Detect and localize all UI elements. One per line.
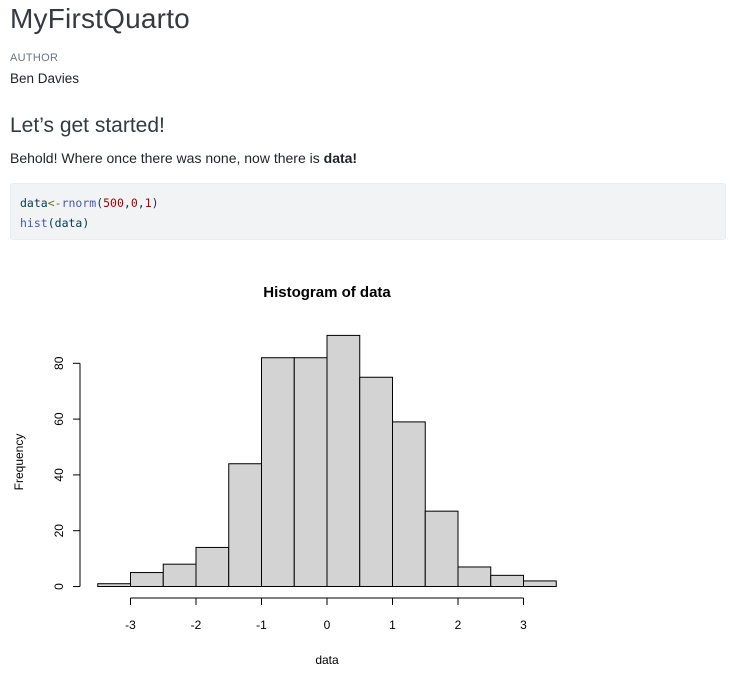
chart-title: Histogram of data xyxy=(263,284,391,301)
x-tick-label: 2 xyxy=(455,618,462,632)
code-comma: , xyxy=(123,196,131,210)
code-paren-open: ( xyxy=(96,196,104,210)
histogram-bars xyxy=(97,334,557,588)
x-tick-label: -2 xyxy=(191,618,202,632)
code-arg-mean: 0 xyxy=(130,196,138,210)
histogram-bar xyxy=(326,334,361,588)
code-arg-data: data xyxy=(54,216,83,230)
histogram-bar xyxy=(97,583,131,587)
histogram-bar xyxy=(130,572,164,587)
histogram-bar xyxy=(392,421,426,587)
intro-text: Behold! Where once there was none, now t… xyxy=(10,150,324,166)
code-arg-sd: 1 xyxy=(144,196,152,210)
code-var: data xyxy=(20,196,48,210)
x-axis: -3 -2 -1 0 1 2 3 xyxy=(125,597,527,632)
y-tick-label: 0 xyxy=(52,583,66,590)
intro-paragraph: Behold! Where once there was none, now t… xyxy=(10,150,357,166)
code-assign: <- xyxy=(47,196,62,210)
code-paren-open: ( xyxy=(47,216,55,230)
histogram-bar xyxy=(523,580,557,588)
y-tick-label: 20 xyxy=(52,524,66,538)
code-fn-rnorm: rnorm xyxy=(61,196,97,210)
author-label: AUTHOR xyxy=(10,52,59,64)
code-paren-close: ) xyxy=(151,196,159,210)
y-axis: 0 20 40 60 80 xyxy=(52,356,81,590)
x-tick-label: 0 xyxy=(324,618,331,632)
code-fn-hist: hist xyxy=(20,216,48,230)
author-name: Ben Davies xyxy=(10,71,80,86)
x-tick-label: 3 xyxy=(520,618,527,632)
histogram-bar xyxy=(424,510,459,587)
code-line-1: data<-rnorm(500,0,1) xyxy=(20,196,159,210)
histogram-bar xyxy=(490,574,524,587)
histogram-bar xyxy=(457,566,492,588)
page-title: MyFirstQuarto xyxy=(10,3,190,34)
x-tick-label: 1 xyxy=(389,618,396,632)
x-tick-label: -3 xyxy=(125,618,136,632)
section-heading: Let’s get started! xyxy=(10,114,165,137)
histogram-chart: Histogram of data -3 -2 -1 0 1 2 3 0 20 40 60 80 d… xyxy=(12,284,557,667)
code-block[interactable]: data<-rnorm(500,0,1) hist(data) xyxy=(10,183,726,240)
x-axis-label: data xyxy=(315,653,339,667)
y-tick-label: 40 xyxy=(52,468,66,482)
code-paren-close: ) xyxy=(82,216,90,230)
code-arg-n: 500 xyxy=(103,196,124,210)
histogram-bar xyxy=(162,563,197,587)
code-comma: , xyxy=(137,196,145,210)
intro-bold-text: data! xyxy=(323,150,358,166)
y-tick-label: 80 xyxy=(52,356,66,370)
y-tick-label: 60 xyxy=(52,412,66,426)
histogram-bar xyxy=(261,357,295,587)
x-tick-label: -1 xyxy=(256,618,267,632)
histogram-bar xyxy=(359,376,393,587)
histogram-bar xyxy=(195,546,230,588)
histogram-bar xyxy=(228,463,262,588)
histogram-bar xyxy=(293,357,328,587)
code-line-2: hist(data) xyxy=(20,216,89,230)
y-axis-label: Frequency xyxy=(12,434,26,491)
